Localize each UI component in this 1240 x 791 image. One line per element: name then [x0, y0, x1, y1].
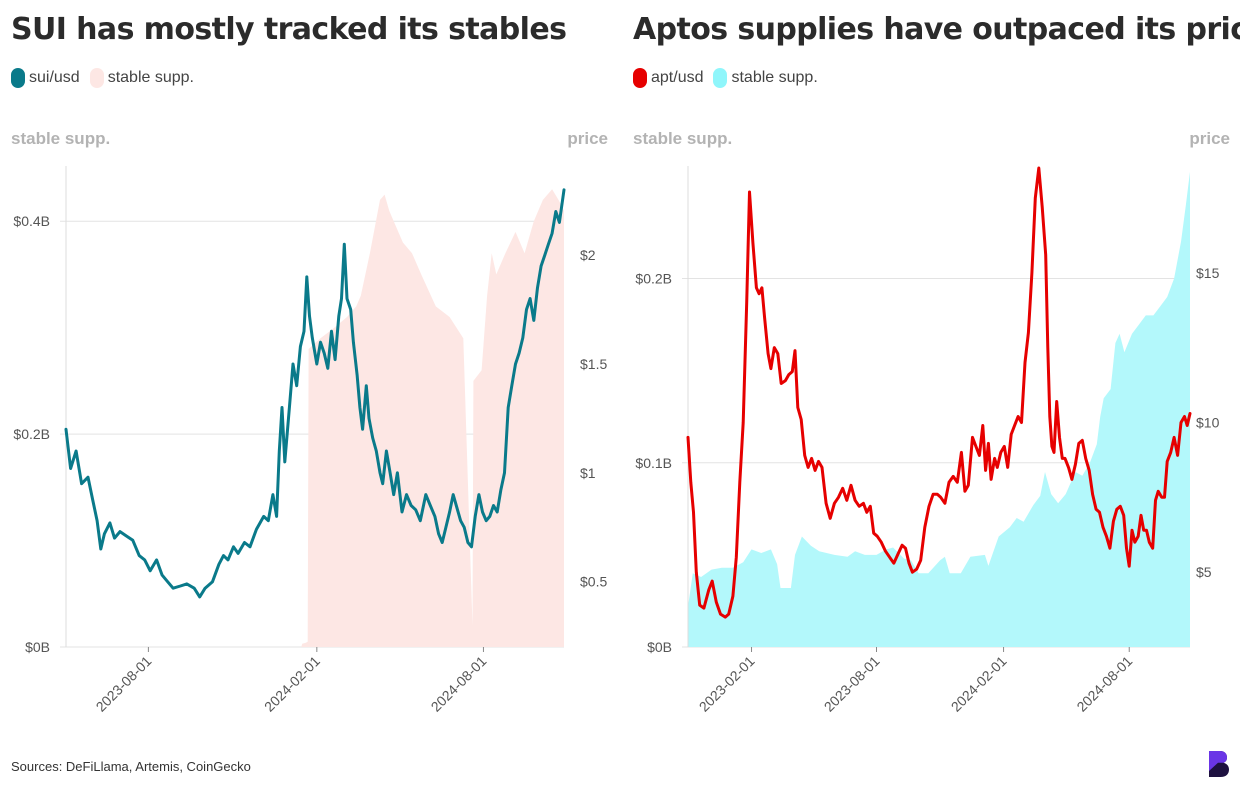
legend: apt/usd stable supp.: [633, 68, 828, 88]
legend-item-stable[interactable]: stable supp.: [713, 68, 818, 88]
y-left-axis-title: stable supp.: [633, 129, 733, 148]
sources-note: Sources: DeFiLlama, Artemis, CoinGecko: [11, 759, 251, 774]
y-left-axis-title: stable supp.: [11, 129, 111, 148]
y-right-tick-label: $1.5: [580, 356, 607, 372]
brand-logo-icon: [1209, 751, 1229, 777]
y-right-tick-label: $1: [580, 465, 596, 481]
x-tick-label: 2024-08-01: [1073, 653, 1135, 715]
y-right-axis-title: price: [567, 129, 608, 148]
y-right-tick-label: $10: [1196, 414, 1220, 430]
legend: sui/usd stable supp.: [11, 68, 204, 88]
chart-plot-aptos: $0B $0.1B $0.2B $5 $10 $15 2023-02-01 2023-08-0…: [635, 166, 1220, 715]
legend-label: sui/usd: [29, 69, 80, 86]
y-left-tick-label: $0B: [25, 639, 50, 655]
chart-title: Aptos supplies have outpaced its price: [633, 12, 1240, 47]
stable-supply-area: [688, 171, 1190, 647]
x-tick-label: 2023-02-01: [696, 653, 758, 715]
legend-label: apt/usd: [651, 69, 704, 86]
y-left-tick-label: $0B: [647, 639, 672, 655]
y-right-tick-label: $2: [580, 247, 596, 263]
y-right-axis-title: price: [1189, 129, 1230, 148]
legend-label: stable supp.: [107, 69, 194, 86]
legend-swatch: [633, 68, 647, 88]
y-left-tick-label: $0.2B: [13, 426, 50, 442]
y-right-tick-label: $15: [1196, 265, 1220, 281]
y-left-tick-label: $0.2B: [635, 271, 672, 287]
y-right-tick-label: $0.5: [580, 574, 607, 590]
price-line: [64, 188, 566, 599]
x-tick-label: 2024-08-01: [428, 653, 490, 715]
legend-swatch: [11, 68, 25, 88]
chart-title: SUI has mostly tracked its stables: [11, 12, 567, 47]
x-tick-label: 2024-02-01: [948, 653, 1010, 715]
stable-supply-area: [301, 189, 564, 648]
chart-panel-aptos: Aptos supplies have outpaced its price a…: [622, 0, 1240, 760]
y-left-tick-label: $0.1B: [635, 455, 672, 471]
legend-item-stable[interactable]: stable supp.: [89, 68, 194, 88]
price-line: [686, 166, 1192, 619]
chart-plot-sui: $0B $0.2B $0.4B $0.5 $1 $1.5 $2 2023-08-01 2024-…: [13, 166, 607, 715]
legend-label: stable supp.: [731, 69, 818, 86]
y-right-tick-label: $5: [1196, 564, 1212, 580]
legend-item-price[interactable]: sui/usd: [11, 68, 80, 88]
y-left-tick-label: $0.4B: [13, 213, 50, 229]
x-tick-label: 2023-08-01: [93, 653, 155, 715]
legend-swatch: [89, 68, 104, 88]
x-tick-label: 2023-08-01: [821, 653, 883, 715]
chart-panel-sui: SUI has mostly tracked its stables sui/u…: [0, 0, 620, 760]
legend-swatch: [713, 68, 728, 88]
legend-item-price[interactable]: apt/usd: [633, 68, 703, 88]
x-tick-label: 2024-02-01: [261, 653, 323, 715]
